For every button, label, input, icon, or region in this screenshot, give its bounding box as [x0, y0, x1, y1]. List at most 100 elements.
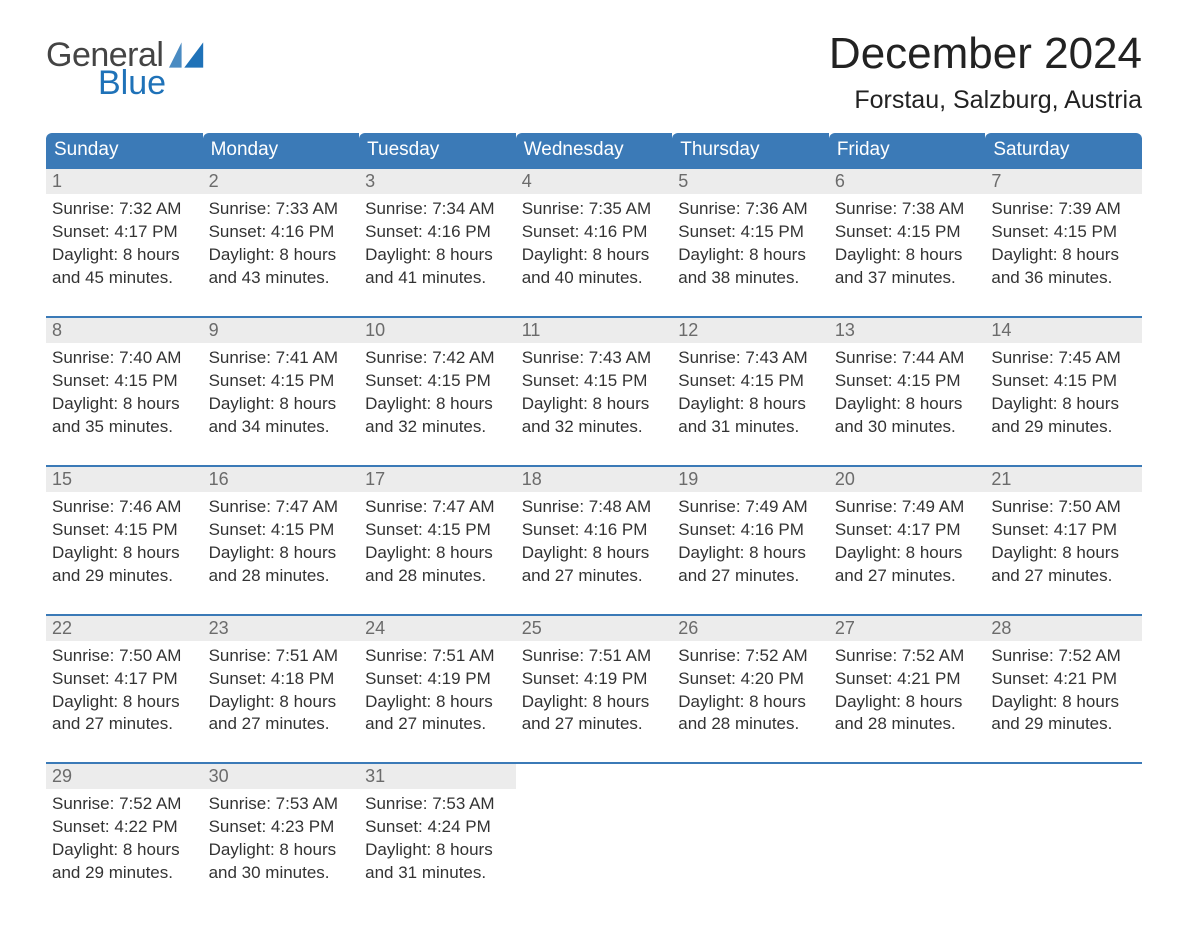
day-number-cell: 21 — [985, 466, 1142, 492]
day-number: 8 — [52, 320, 62, 340]
day-number-cell: 2 — [203, 168, 360, 194]
day-detail-cell: Sunrise: 7:33 AMSunset: 4:16 PMDaylight:… — [203, 194, 360, 317]
day-sunset: Sunset: 4:15 PM — [678, 221, 823, 244]
day-number: 23 — [209, 618, 229, 638]
day-number: 11 — [522, 320, 541, 340]
day-detail-cell: Sunrise: 7:52 AMSunset: 4:21 PMDaylight:… — [985, 641, 1142, 764]
day-number-cell: 8 — [46, 317, 203, 343]
day-sunset: Sunset: 4:15 PM — [678, 370, 823, 393]
day-sunset: Sunset: 4:16 PM — [522, 519, 667, 542]
day-sunset: Sunset: 4:16 PM — [522, 221, 667, 244]
day-number-cell: 31 — [359, 763, 516, 789]
day-sunrise: Sunrise: 7:39 AM — [991, 198, 1136, 221]
day-sunrise: Sunrise: 7:51 AM — [209, 645, 354, 668]
day-sunrise: Sunrise: 7:51 AM — [522, 645, 667, 668]
day-sunset: Sunset: 4:15 PM — [835, 221, 980, 244]
day-sunset: Sunset: 4:15 PM — [991, 221, 1136, 244]
day-number: 27 — [835, 618, 855, 638]
day-number: 20 — [835, 469, 855, 489]
day-number: 19 — [678, 469, 698, 489]
day-detail-cell — [829, 789, 986, 911]
day-sunrise: Sunrise: 7:44 AM — [835, 347, 980, 370]
day-d2: and 27 minutes. — [835, 565, 980, 588]
day-detail-cell: Sunrise: 7:41 AMSunset: 4:15 PMDaylight:… — [203, 343, 360, 466]
day-d1: Daylight: 8 hours — [991, 244, 1136, 267]
logo-sail-icon — [169, 42, 205, 68]
location-subtitle: Forstau, Salzburg, Austria — [829, 86, 1142, 115]
day-d2: and 28 minutes. — [835, 713, 980, 736]
day-d2: and 32 minutes. — [365, 416, 510, 439]
day-d1: Daylight: 8 hours — [835, 542, 980, 565]
day-detail-cell: Sunrise: 7:49 AMSunset: 4:17 PMDaylight:… — [829, 492, 986, 615]
day-number-cell: 18 — [516, 466, 673, 492]
day-detail-cell — [516, 789, 673, 911]
day-d2: and 27 minutes. — [522, 565, 667, 588]
day-d2: and 28 minutes. — [678, 713, 823, 736]
day-sunrise: Sunrise: 7:38 AM — [835, 198, 980, 221]
day-number-cell — [829, 763, 986, 789]
day-d2: and 37 minutes. — [835, 267, 980, 290]
dow-tuesday: Tuesday — [359, 133, 516, 168]
day-d1: Daylight: 8 hours — [209, 542, 354, 565]
day-number: 24 — [365, 618, 385, 638]
day-detail-cell: Sunrise: 7:46 AMSunset: 4:15 PMDaylight:… — [46, 492, 203, 615]
day-d1: Daylight: 8 hours — [522, 542, 667, 565]
day-number-cell: 17 — [359, 466, 516, 492]
day-number-cell: 27 — [829, 615, 986, 641]
day-d1: Daylight: 8 hours — [365, 691, 510, 714]
dow-saturday: Saturday — [985, 133, 1142, 168]
day-number: 13 — [835, 320, 855, 340]
day-detail-cell: Sunrise: 7:52 AMSunset: 4:21 PMDaylight:… — [829, 641, 986, 764]
day-detail-cell: Sunrise: 7:34 AMSunset: 4:16 PMDaylight:… — [359, 194, 516, 317]
day-d1: Daylight: 8 hours — [522, 244, 667, 267]
calendar-body: 1234567Sunrise: 7:32 AMSunset: 4:17 PMDa… — [46, 168, 1142, 911]
day-sunset: Sunset: 4:21 PM — [991, 668, 1136, 691]
day-d2: and 27 minutes. — [678, 565, 823, 588]
day-number-cell: 23 — [203, 615, 360, 641]
month-title: December 2024 — [829, 30, 1142, 78]
day-sunrise: Sunrise: 7:52 AM — [835, 645, 980, 668]
header: General Blue December 2024 Forstau, Salz… — [46, 30, 1142, 115]
day-sunrise: Sunrise: 7:50 AM — [991, 496, 1136, 519]
day-detail-cell: Sunrise: 7:35 AMSunset: 4:16 PMDaylight:… — [516, 194, 673, 317]
day-number: 7 — [991, 171, 1001, 191]
day-d2: and 31 minutes. — [365, 862, 510, 885]
week-body-row: Sunrise: 7:32 AMSunset: 4:17 PMDaylight:… — [46, 194, 1142, 317]
day-detail-cell: Sunrise: 7:53 AMSunset: 4:23 PMDaylight:… — [203, 789, 360, 911]
day-number-cell: 25 — [516, 615, 673, 641]
day-sunset: Sunset: 4:22 PM — [52, 816, 197, 839]
day-detail-cell: Sunrise: 7:50 AMSunset: 4:17 PMDaylight:… — [985, 492, 1142, 615]
day-sunset: Sunset: 4:15 PM — [52, 519, 197, 542]
day-detail-cell: Sunrise: 7:53 AMSunset: 4:24 PMDaylight:… — [359, 789, 516, 911]
day-detail-cell: Sunrise: 7:39 AMSunset: 4:15 PMDaylight:… — [985, 194, 1142, 317]
day-detail-cell: Sunrise: 7:51 AMSunset: 4:19 PMDaylight:… — [359, 641, 516, 764]
day-number-cell: 4 — [516, 168, 673, 194]
day-d2: and 29 minutes. — [52, 862, 197, 885]
day-sunset: Sunset: 4:15 PM — [835, 370, 980, 393]
day-number: 5 — [678, 171, 688, 191]
logo-text-blue: Blue — [98, 66, 205, 100]
day-detail-cell: Sunrise: 7:45 AMSunset: 4:15 PMDaylight:… — [985, 343, 1142, 466]
day-sunrise: Sunrise: 7:43 AM — [678, 347, 823, 370]
day-number-cell: 22 — [46, 615, 203, 641]
day-number-cell: 9 — [203, 317, 360, 343]
day-d2: and 34 minutes. — [209, 416, 354, 439]
week-body-row: Sunrise: 7:50 AMSunset: 4:17 PMDaylight:… — [46, 641, 1142, 764]
day-number-cell: 14 — [985, 317, 1142, 343]
dow-monday: Monday — [203, 133, 360, 168]
day-sunrise: Sunrise: 7:47 AM — [209, 496, 354, 519]
day-number-cell: 29 — [46, 763, 203, 789]
day-detail-cell: Sunrise: 7:43 AMSunset: 4:15 PMDaylight:… — [672, 343, 829, 466]
day-number: 21 — [991, 469, 1011, 489]
day-detail-cell: Sunrise: 7:49 AMSunset: 4:16 PMDaylight:… — [672, 492, 829, 615]
day-number: 2 — [209, 171, 219, 191]
title-block: December 2024 Forstau, Salzburg, Austria — [829, 30, 1142, 115]
day-detail-cell: Sunrise: 7:42 AMSunset: 4:15 PMDaylight:… — [359, 343, 516, 466]
dow-wednesday: Wednesday — [516, 133, 673, 168]
day-number: 3 — [365, 171, 375, 191]
day-d1: Daylight: 8 hours — [522, 691, 667, 714]
day-number: 12 — [678, 320, 698, 340]
day-sunrise: Sunrise: 7:52 AM — [52, 793, 197, 816]
day-detail-cell: Sunrise: 7:52 AMSunset: 4:20 PMDaylight:… — [672, 641, 829, 764]
day-d2: and 43 minutes. — [209, 267, 354, 290]
